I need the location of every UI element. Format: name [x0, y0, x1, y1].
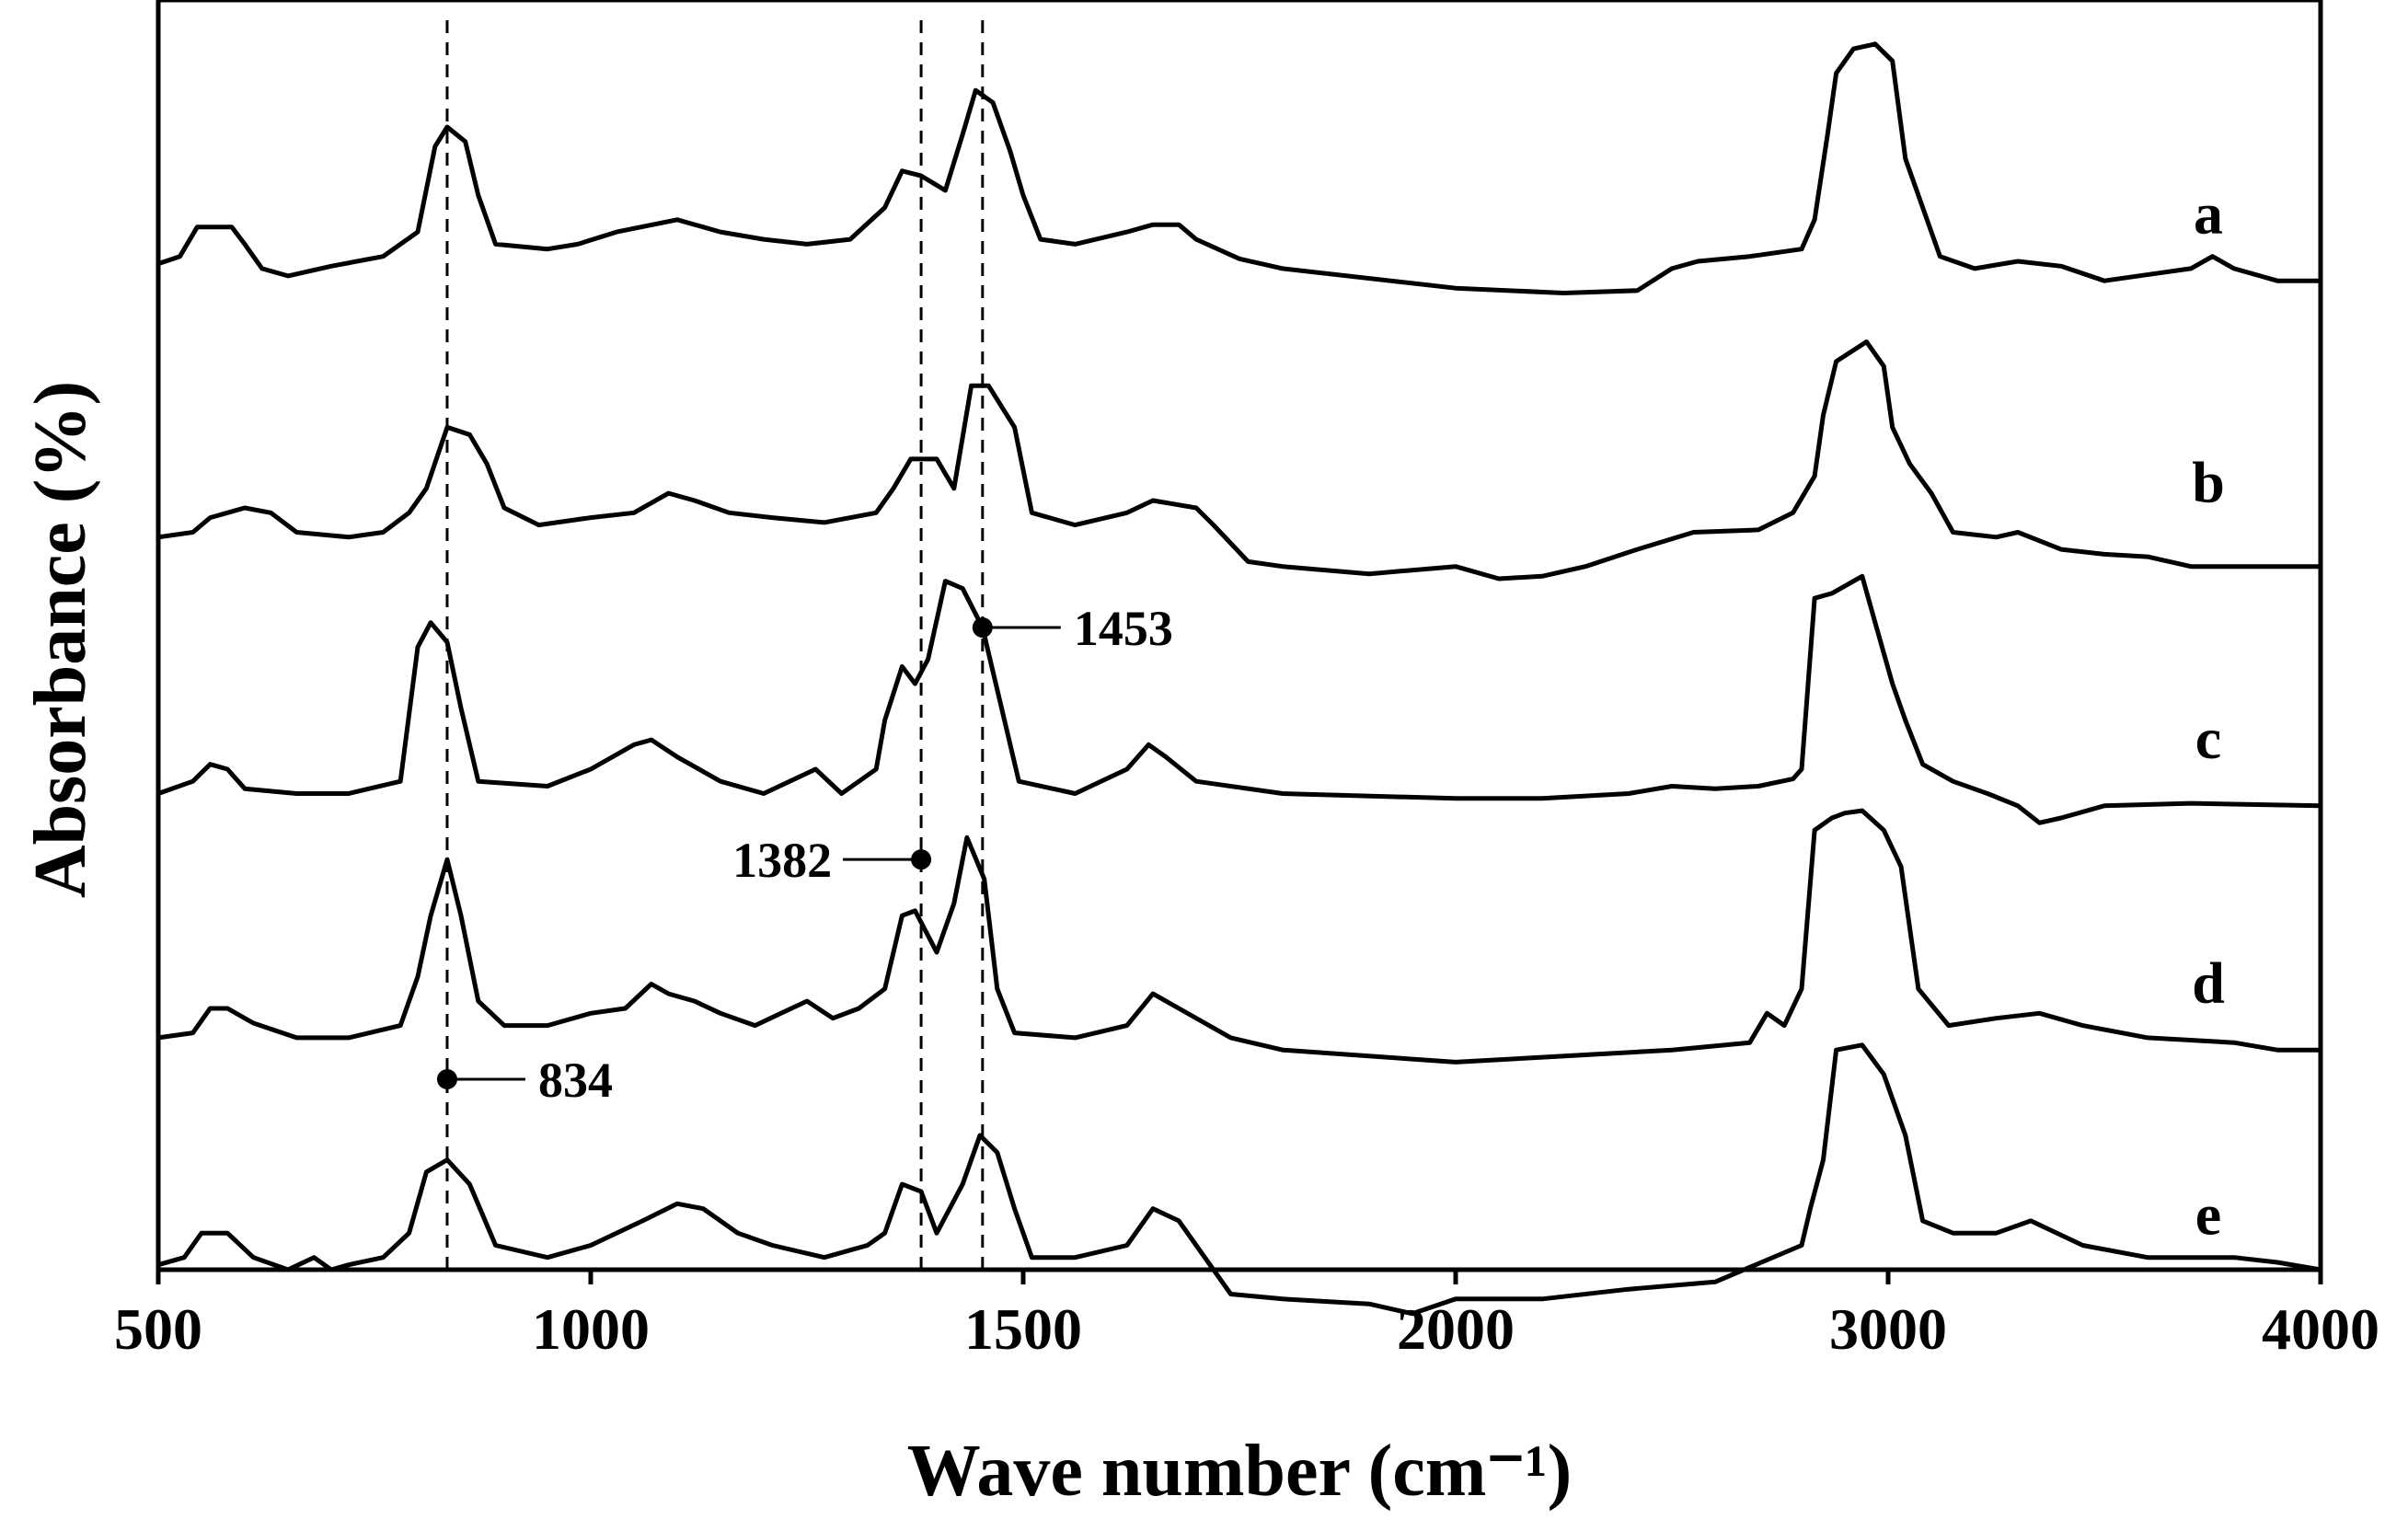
annotation-label: 834 [538, 1053, 613, 1108]
series-b-line [156, 340, 2323, 581]
series-label-d: d [2192, 950, 2225, 1016]
spectra-group [156, 41, 2323, 1317]
reference-lines [445, 20, 985, 1270]
series-labels: a b c d e [2192, 181, 2225, 1248]
series-a-line [156, 41, 2323, 295]
series-label-c: c [2195, 706, 2221, 771]
annotation-label: 1382 [732, 833, 832, 888]
annotation-1382: 1382 [732, 833, 932, 888]
x-axis-ticks: 500 1000 1500 2000 3000 4000 [114, 1270, 2379, 1362]
x-tick-label-3000: 3000 [1829, 1296, 1947, 1362]
y-axis-label: Absorbance (%) [20, 381, 101, 898]
series-c-line [156, 573, 2323, 825]
x-tick-label-2000: 2000 [1397, 1296, 1515, 1362]
x-tick-label-500: 500 [114, 1296, 202, 1362]
series-label-e: e [2195, 1182, 2221, 1248]
annotation-1453: 1453 [972, 601, 1173, 656]
x-tick-label-1000: 1000 [532, 1296, 650, 1362]
x-tick-label-4000: 4000 [2262, 1296, 2379, 1362]
annotation-label: 1453 [1074, 601, 1173, 656]
x-axis-label: Wave number (cm⁻¹) [907, 1431, 1572, 1512]
x-tick-label-1500: 1500 [964, 1296, 1082, 1362]
peak-annotations: 834 1382 1453 [436, 601, 1173, 1108]
plot-frame [156, 0, 2323, 1272]
series-d-line [156, 808, 2323, 1065]
series-label-a: a [2194, 181, 2223, 247]
annotation-834: 834 [436, 1053, 613, 1108]
series-label-b: b [2192, 449, 2225, 514]
series-e-line [156, 1042, 2323, 1317]
